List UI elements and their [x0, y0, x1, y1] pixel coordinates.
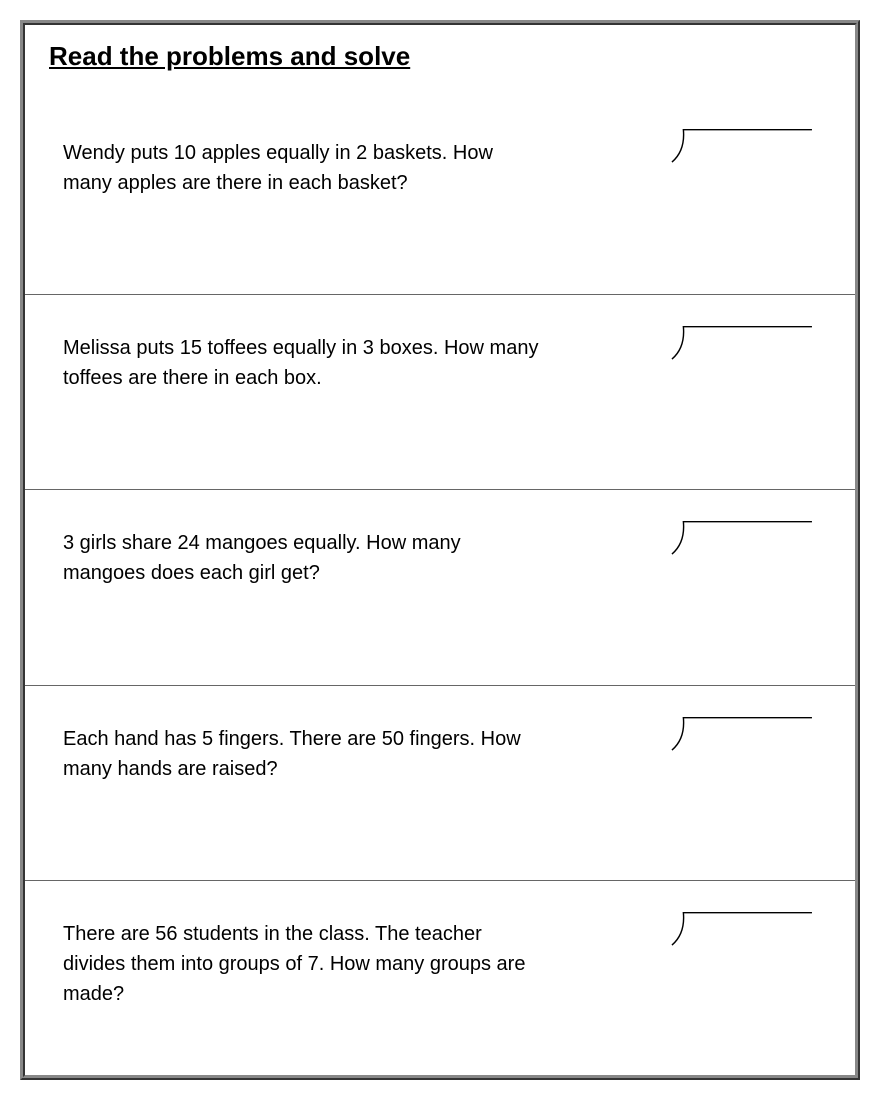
- worksheet-header: Read the problems and solve: [25, 25, 855, 78]
- problem-row: Each hand has 5 fingers. There are 50 fi…: [25, 686, 855, 881]
- division-work-area[interactable]: [641, 907, 821, 947]
- problems-container: Wendy puts 10 apples equally in 2 basket…: [25, 78, 855, 1075]
- division-work-area[interactable]: [641, 124, 821, 164]
- division-work-area[interactable]: [641, 712, 821, 752]
- problem-text: Each hand has 5 fingers. There are 50 fi…: [63, 724, 543, 784]
- problem-row: 3 girls share 24 mangoes equally. How ma…: [25, 490, 855, 685]
- division-work-area[interactable]: [641, 516, 821, 556]
- long-division-icon: [641, 516, 821, 556]
- problem-text: Wendy puts 10 apples equally in 2 basket…: [63, 138, 543, 198]
- long-division-icon: [641, 321, 821, 361]
- division-work-area[interactable]: [641, 321, 821, 361]
- long-division-icon: [641, 907, 821, 947]
- problem-row: Melissa puts 15 toffees equally in 3 box…: [25, 295, 855, 490]
- problem-text: 3 girls share 24 mangoes equally. How ma…: [63, 528, 543, 588]
- long-division-icon: [641, 712, 821, 752]
- problem-text: Melissa puts 15 toffees equally in 3 box…: [63, 333, 543, 393]
- problem-row: Wendy puts 10 apples equally in 2 basket…: [25, 78, 855, 295]
- problem-row: There are 56 students in the class. The …: [25, 881, 855, 1075]
- worksheet-title: Read the problems and solve: [49, 41, 831, 72]
- problem-text: There are 56 students in the class. The …: [63, 919, 543, 1009]
- long-division-icon: [641, 124, 821, 164]
- worksheet-frame: Read the problems and solve Wendy puts 1…: [20, 20, 860, 1080]
